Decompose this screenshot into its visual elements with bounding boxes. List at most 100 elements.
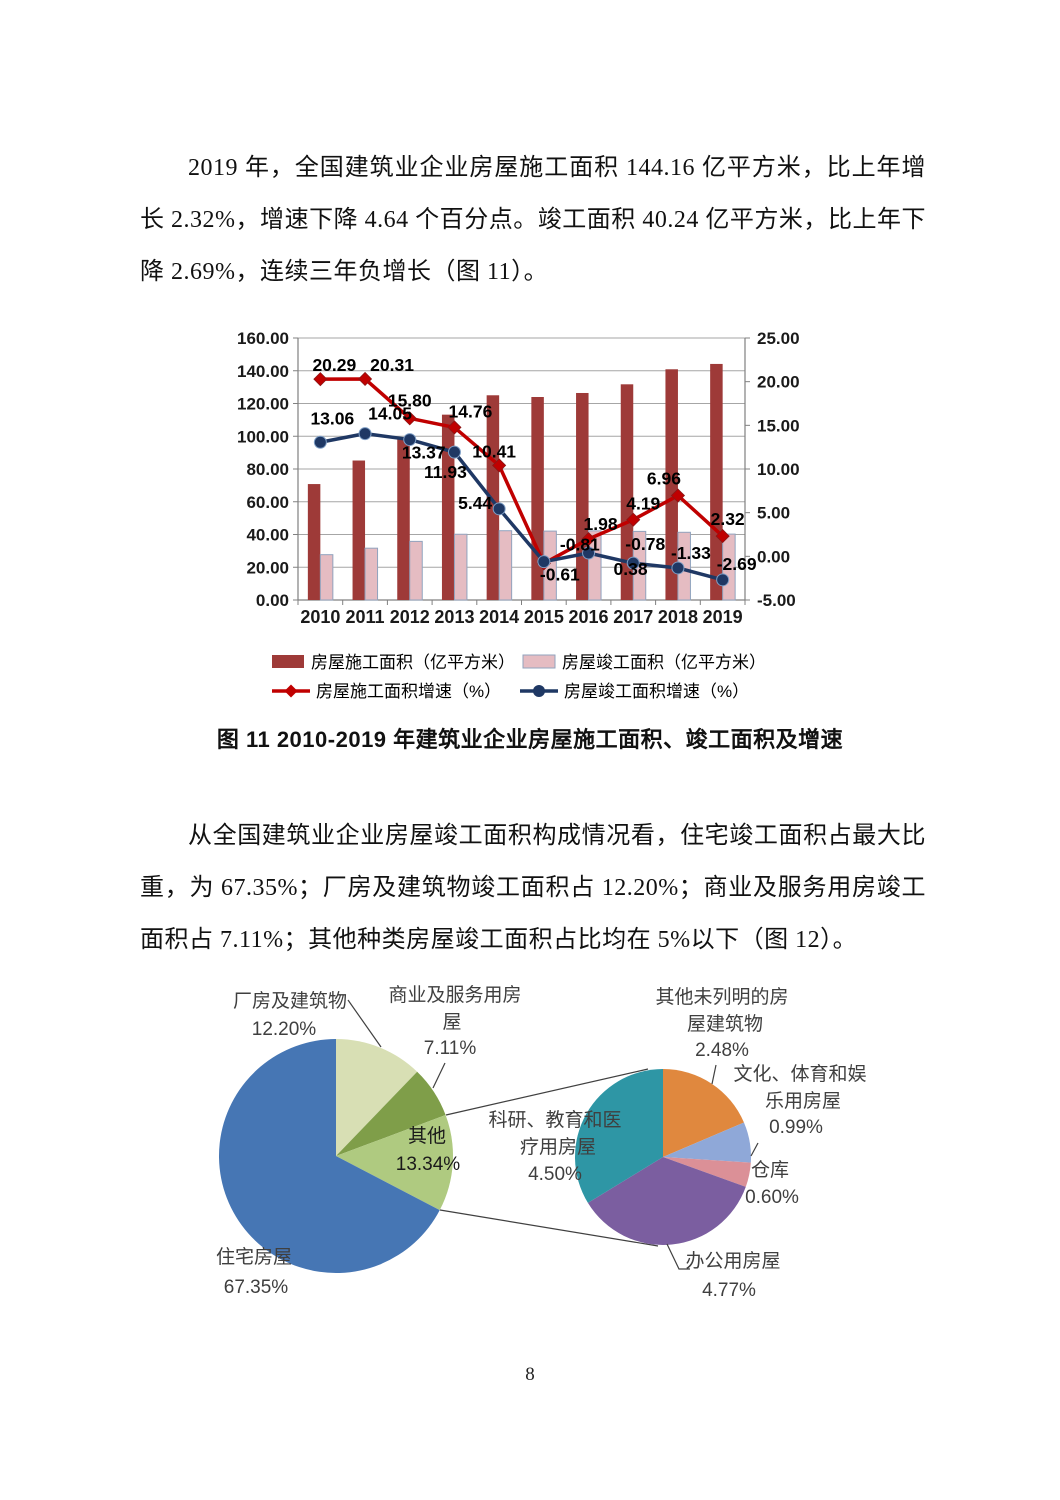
svg-text:-2.69: -2.69 (717, 554, 757, 574)
svg-text:2010: 2010 (300, 607, 340, 627)
svg-text:5.44: 5.44 (458, 493, 492, 513)
legend-diamond-marker (284, 684, 298, 698)
legend-circle-marker (533, 685, 545, 697)
svg-text:-1.33: -1.33 (671, 543, 711, 563)
paragraph-1: 2019 年，全国建筑业企业房屋施工面积 144.16 亿平方米，比上年增长 2… (140, 155, 926, 285)
page-number: 8 (525, 1364, 535, 1385)
svg-text:4.77%: 4.77% (702, 1280, 756, 1301)
svg-text:疗用房屋: 疗用房屋 (520, 1136, 596, 1158)
bar-completed-2014 (498, 530, 513, 601)
bar-completed-2010 (319, 554, 334, 601)
svg-text:房屋竣工面积增速（%）: 房屋竣工面积增速（%） (564, 682, 749, 701)
svg-text:20.00: 20.00 (757, 373, 800, 392)
bar-completed-2011 (364, 547, 379, 601)
diamond-marker (402, 411, 417, 426)
chart-legend: 房屋施工面积（亿平方米） 房屋竣工面积（亿平方米） 房屋施工面积增速（%） 房屋竣工面… (272, 653, 766, 701)
pie-slice-2 (336, 1071, 446, 1156)
svg-text:-0.78: -0.78 (625, 534, 665, 554)
legend-swatch-completed (522, 654, 556, 669)
svg-text:0.99%: 0.99% (769, 1117, 823, 1138)
svg-text:2016: 2016 (569, 607, 609, 627)
diamond-marker (670, 488, 686, 503)
label-leader-line (666, 1243, 690, 1270)
bars-completed-area (319, 530, 736, 601)
svg-text:10.41: 10.41 (472, 441, 516, 461)
svg-text:160.00: 160.00 (237, 329, 289, 348)
circle-marker (313, 435, 327, 449)
svg-text:2.32: 2.32 (711, 509, 745, 529)
pie-slice-1 (663, 1069, 744, 1157)
svg-text:屋: 屋 (442, 1012, 461, 1033)
svg-text:2019: 2019 (703, 607, 743, 627)
diamond-marker (357, 371, 373, 387)
svg-text:2.48%: 2.48% (695, 1040, 749, 1061)
svg-text:12.20%: 12.20% (252, 1019, 317, 1040)
svg-text:11.93: 11.93 (424, 462, 467, 482)
svg-text:80.00: 80.00 (246, 460, 289, 479)
bar-completed-2013 (453, 533, 468, 601)
svg-text:乐用房屋: 乐用房屋 (765, 1090, 841, 1112)
bar-completed-2012 (409, 540, 423, 601)
label-leader-line (750, 1142, 759, 1157)
svg-text:6.96: 6.96 (647, 469, 681, 489)
svg-text:2018: 2018 (658, 607, 698, 627)
svg-text:15.00: 15.00 (757, 416, 800, 435)
svg-text:0.00: 0.00 (757, 547, 790, 566)
pie-slice-4 (587, 1157, 746, 1245)
svg-text:120.00: 120.00 (237, 395, 289, 414)
line-data-labels: 20.29 20.31 15.80 14.76 10.41 -0.811.98 4.19 6.… (310, 355, 756, 585)
pie-slice-2 (663, 1122, 751, 1163)
pie-slice-3 (336, 1115, 453, 1211)
svg-text:办公用房屋: 办公用房屋 (685, 1250, 780, 1272)
line-construction-growth (313, 371, 730, 571)
svg-text:140.00: 140.00 (237, 362, 289, 381)
label-leader-line (432, 1062, 446, 1089)
svg-text:其他: 其他 (408, 1125, 446, 1147)
svg-text:-5.00: -5.00 (757, 591, 796, 610)
svg-text:20.31: 20.31 (370, 355, 414, 375)
diamond-marker (581, 531, 596, 547)
svg-text:100.00: 100.00 (237, 427, 289, 446)
svg-text:文化、体育和娱: 文化、体育和娱 (733, 1063, 866, 1085)
x-axis-year-labels: 2010 2011 2012 2013 2014 2015 2016 2017 2018 2019 (300, 607, 742, 627)
paragraph-2: 从全国建筑业企业房屋竣工面积构成情况看，住宅竣工面积占最大比重，为 67.35%… (140, 823, 926, 953)
svg-text:2013: 2013 (434, 607, 474, 627)
diamond-marker (626, 512, 641, 527)
circle-marker (492, 502, 506, 516)
svg-text:25.00: 25.00 (757, 329, 800, 348)
svg-text:10.00: 10.00 (757, 460, 800, 479)
svg-text:5.00: 5.00 (757, 504, 790, 523)
svg-text:7.11%: 7.11% (424, 1038, 477, 1059)
svg-text:0.00: 0.00 (256, 591, 289, 610)
svg-text:房屋施工面积增速（%）: 房屋施工面积增速（%） (316, 682, 501, 701)
circle-marker (671, 561, 685, 575)
svg-text:-0.81: -0.81 (560, 534, 600, 554)
diamond-marker (492, 458, 507, 473)
line-completed-growth (313, 427, 730, 587)
bar-construction-2012 (397, 438, 410, 600)
svg-text:屋建筑物: 屋建筑物 (687, 1013, 763, 1035)
svg-text:4.50%: 4.50% (528, 1164, 582, 1185)
svg-text:4.19: 4.19 (626, 494, 660, 514)
legend-swatch-construction (272, 655, 304, 668)
bar-construction-2018 (665, 369, 678, 600)
svg-text:0.60%: 0.60% (745, 1187, 799, 1208)
svg-text:14.05: 14.05 (368, 404, 412, 424)
diamond-marker (715, 529, 730, 544)
svg-text:2014: 2014 (479, 607, 519, 627)
svg-text:0.38: 0.38 (614, 559, 648, 579)
svg-text:20.29: 20.29 (312, 355, 356, 375)
svg-text:住宅房屋: 住宅房屋 (216, 1246, 292, 1268)
diamond-marker (447, 420, 462, 435)
svg-text:2012: 2012 (390, 607, 430, 627)
circle-marker (716, 573, 730, 587)
bar-construction-2014 (486, 395, 500, 600)
bar-construction-2017 (620, 384, 634, 600)
circle-marker (358, 427, 372, 441)
svg-text:13.06: 13.06 (310, 408, 354, 428)
pie-connector-lines (439, 1068, 659, 1247)
